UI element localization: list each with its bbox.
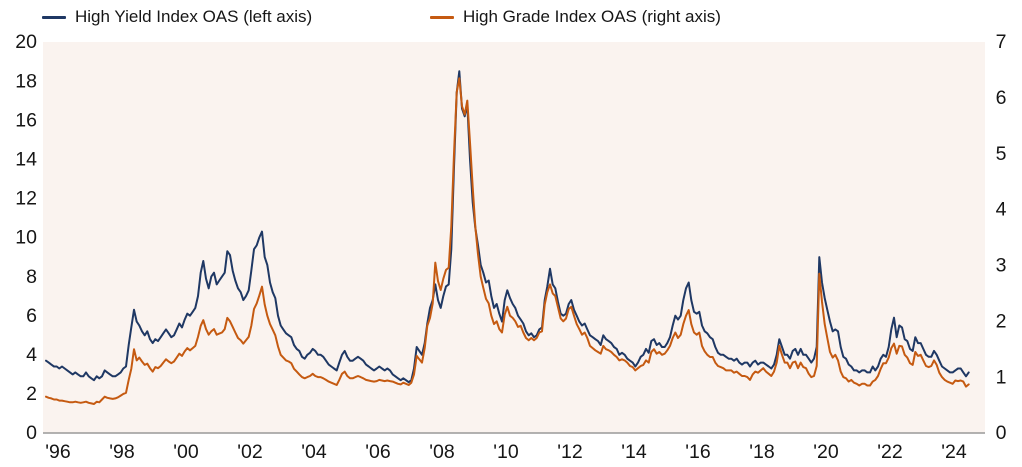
chart-legend: High Yield Index OAS (left axis) High Gr…	[0, 5, 1022, 29]
x-axis-tick-label: '06	[365, 441, 390, 463]
right-axis-tick-label: 5	[996, 143, 1007, 165]
left-axis-tick-label: 16	[15, 109, 37, 131]
series-line-high-grade-index-oas	[45, 77, 970, 405]
x-axis-tick-label: '04	[301, 441, 327, 463]
x-axis-tick-label: '22	[877, 441, 902, 463]
left-axis-tick-label: 0	[26, 422, 37, 444]
right-axis-tick-label: 2	[996, 310, 1007, 332]
series-line-high-yield-index-oas	[45, 70, 970, 384]
left-axis-tick-label: 10	[15, 227, 37, 249]
legend-item-high-yield: High Yield Index OAS (left axis)	[42, 5, 312, 29]
x-axis-tick-label: '16	[685, 441, 710, 463]
left-axis-tick-label: 8	[26, 266, 37, 288]
x-axis-tick-label: '12	[557, 441, 582, 463]
left-axis-tick-label: 12	[15, 188, 37, 210]
x-axis-tick-label: '08	[429, 441, 454, 463]
right-axis-tick-label: 4	[996, 199, 1007, 221]
right-axis-tick-label: 0	[996, 422, 1007, 444]
x-axis-tick-label: '20	[813, 441, 839, 463]
x-axis-tick-label: '00	[173, 441, 199, 463]
x-axis-tick-label: '02	[237, 441, 262, 463]
legend-label-high-yield: High Yield Index OAS (left axis)	[75, 7, 313, 26]
left-axis-tick-label: 14	[15, 148, 37, 170]
x-axis-tick-label: '18	[749, 441, 774, 463]
left-axis-tick-label: 4	[26, 344, 37, 366]
left-axis-tick-label: 6	[26, 305, 37, 327]
x-axis-tick-label: '10	[493, 441, 519, 463]
left-axis-tick-label: 18	[15, 70, 37, 92]
x-axis-tick-label: '24	[941, 441, 967, 463]
right-axis-tick-label: 3	[996, 255, 1007, 277]
high-grade-line-swatch-icon	[430, 15, 454, 19]
right-axis-tick-label: 1	[996, 366, 1007, 388]
legend-item-high-grade: High Grade Index OAS (right axis)	[430, 5, 721, 29]
x-axis-tick-label: '96	[45, 441, 70, 463]
left-axis-tick-label: 20	[15, 31, 37, 53]
plot-area-background	[43, 42, 985, 433]
legend-label-high-grade: High Grade Index OAS (right axis)	[463, 7, 721, 26]
x-axis-tick-label: '14	[621, 441, 647, 463]
left-axis-tick-label: 2	[26, 383, 37, 405]
x-axis-tick-label: '98	[109, 441, 134, 463]
right-axis-tick-label: 7	[996, 31, 1007, 53]
high-yield-line-swatch-icon	[42, 15, 66, 19]
right-axis-tick-label: 6	[996, 87, 1007, 109]
